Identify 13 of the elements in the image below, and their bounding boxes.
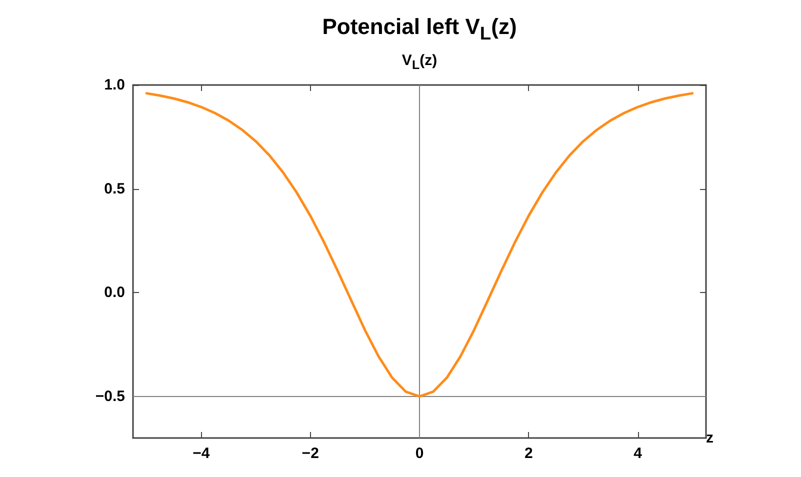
x-tick-label: 4 xyxy=(634,445,643,462)
y-axis-title: V$_{L}$(z) xyxy=(402,52,438,72)
x-tick-label: −2 xyxy=(302,445,319,462)
y-tick-label: 1.0 xyxy=(104,76,125,94)
y-tick-label: 0.0 xyxy=(104,284,125,302)
y-tick-label: −0.5 xyxy=(95,388,125,405)
x-tick-label: 0 xyxy=(415,445,424,462)
y-tick-label: 0.5 xyxy=(104,180,125,198)
x-tick-label: −4 xyxy=(192,445,210,462)
x-axis-title: z xyxy=(706,430,714,446)
chart-title: Potencial left V$_{L}$(z) xyxy=(322,14,517,44)
line-series xyxy=(145,92,694,398)
x-tick-label: 2 xyxy=(524,445,533,462)
